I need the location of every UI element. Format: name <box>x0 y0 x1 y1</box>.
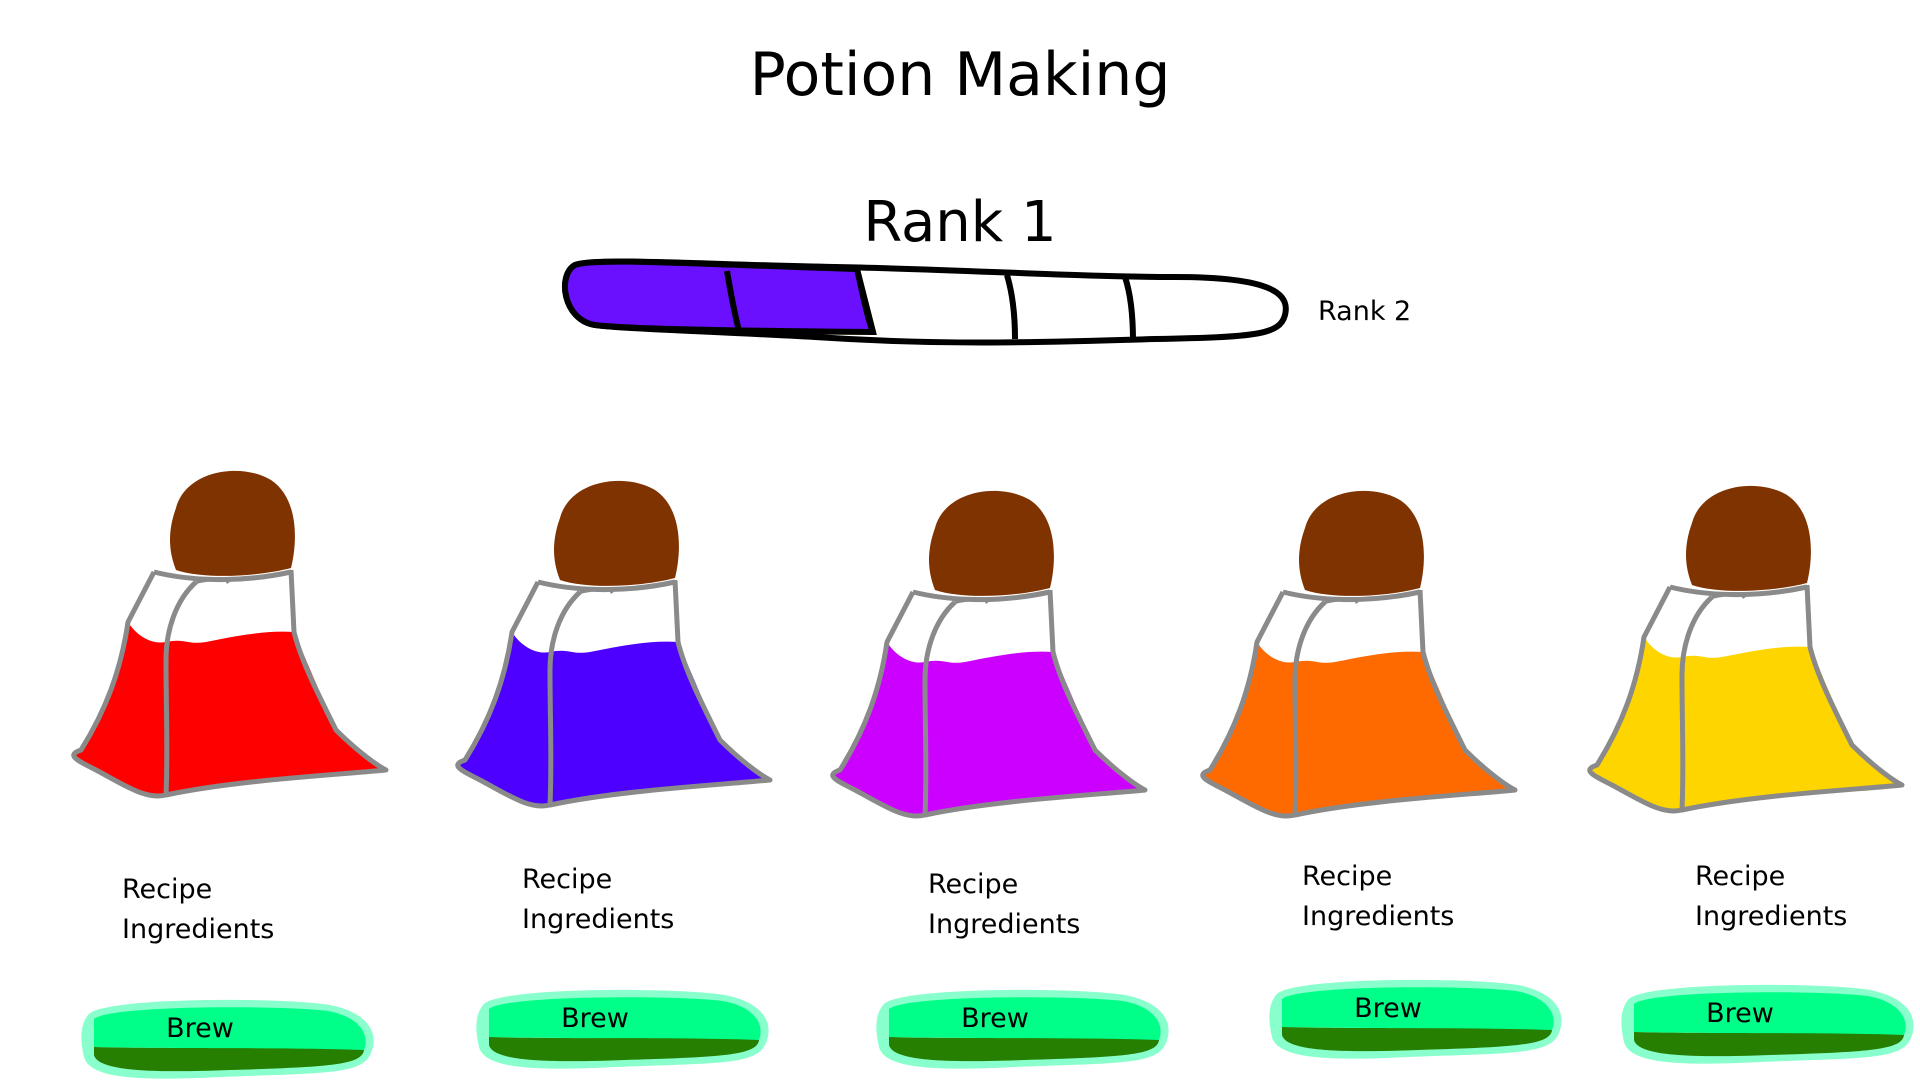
ingredients-label: Ingredients <box>928 909 1081 940</box>
brew-button[interactable]: Brew <box>80 995 380 1080</box>
current-rank-label: Rank 1 <box>863 190 1057 255</box>
brew-button[interactable]: Brew <box>1620 980 1920 1070</box>
rank-segment-divider <box>1122 276 1136 342</box>
brew-button-label: Brew <box>561 1003 629 1034</box>
potion-card <box>36 450 416 1080</box>
recipe-info: Recipe Ingredients <box>928 865 1080 945</box>
potion-card <box>1552 465 1920 1080</box>
rank-progress-fill <box>562 258 877 336</box>
potion-bottle-icon <box>830 490 1148 819</box>
recipe-info: Recipe Ingredients <box>1695 857 1847 937</box>
rank-segment-divider <box>724 270 742 332</box>
potion-card <box>1165 470 1545 1080</box>
potion-card <box>795 470 1175 1080</box>
brew-button[interactable]: Brew <box>875 985 1175 1075</box>
recipe-info: Recipe Ingredients <box>522 860 674 940</box>
potion-bottle-icon <box>1587 485 1905 814</box>
potion-bottle-icon <box>1200 490 1518 819</box>
potion-bottle-icon <box>455 480 773 809</box>
ingredients-label: Ingredients <box>1695 901 1848 932</box>
recipe-label: Recipe <box>1302 861 1393 892</box>
brew-button-label: Brew <box>1706 998 1774 1029</box>
potion-bottle-icon <box>71 470 389 799</box>
brew-button-shape <box>1621 984 1914 1064</box>
ingredients-label: Ingredients <box>522 904 675 935</box>
rank-progress-bar <box>562 258 1289 346</box>
recipe-info: Recipe Ingredients <box>122 870 274 950</box>
brew-button-shape <box>476 989 769 1069</box>
recipe-label: Recipe <box>1695 861 1786 892</box>
recipe-label: Recipe <box>522 864 613 895</box>
brew-button-label: Brew <box>1354 993 1422 1024</box>
brew-button-shape <box>1269 979 1562 1059</box>
ingredients-label: Ingredients <box>122 914 275 945</box>
brew-button[interactable]: Brew <box>1268 975 1568 1065</box>
ingredients-label: Ingredients <box>1302 901 1455 932</box>
next-rank-label: Rank 2 <box>1318 296 1412 327</box>
recipe-label: Recipe <box>928 869 1019 900</box>
recipe-info: Recipe Ingredients <box>1302 857 1454 937</box>
brew-button-label: Brew <box>961 1003 1029 1034</box>
page-title: Potion Making <box>749 40 1171 110</box>
brew-button[interactable]: Brew <box>475 985 775 1075</box>
potion-card <box>420 460 800 1080</box>
recipe-label: Recipe <box>122 874 213 905</box>
rank-segment-divider <box>854 268 876 334</box>
rank-segment-divider <box>1004 274 1018 340</box>
brew-button-label: Brew <box>166 1013 234 1044</box>
brew-button-shape <box>876 989 1169 1069</box>
brew-button-shape <box>81 999 374 1079</box>
